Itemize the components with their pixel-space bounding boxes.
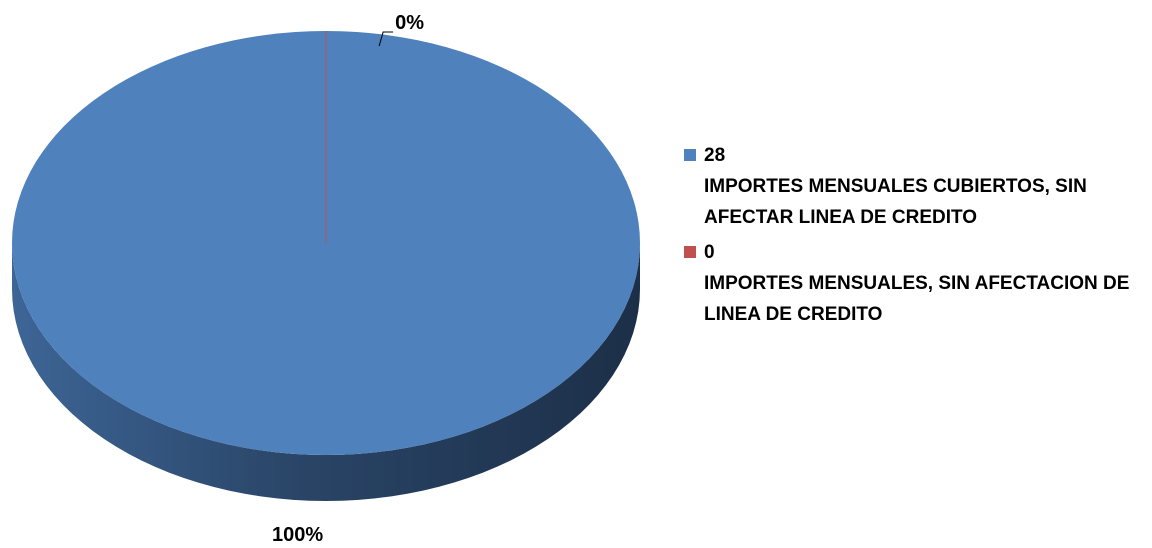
leader-line bbox=[378, 31, 394, 47]
legend-swatch bbox=[684, 149, 696, 161]
legend-item: 28 IMPORTES MENSUALES CUBIERTOS, SIN AFE… bbox=[684, 140, 1134, 233]
legend-label: 0 IMPORTES MENSUALES, SIN AFECTACION DE … bbox=[704, 242, 1130, 325]
data-label: 0% bbox=[395, 12, 424, 34]
legend-label: 28 IMPORTES MENSUALES CUBIERTOS, SIN AFE… bbox=[704, 145, 1087, 228]
legend-item: 0 IMPORTES MENSUALES, SIN AFECTACION DE … bbox=[684, 237, 1134, 330]
legend: 28 IMPORTES MENSUALES CUBIERTOS, SIN AFE… bbox=[684, 140, 1134, 334]
pie-slice-side bbox=[12, 243, 640, 501]
legend-swatch bbox=[684, 246, 696, 258]
data-label: 100% bbox=[272, 524, 323, 546]
